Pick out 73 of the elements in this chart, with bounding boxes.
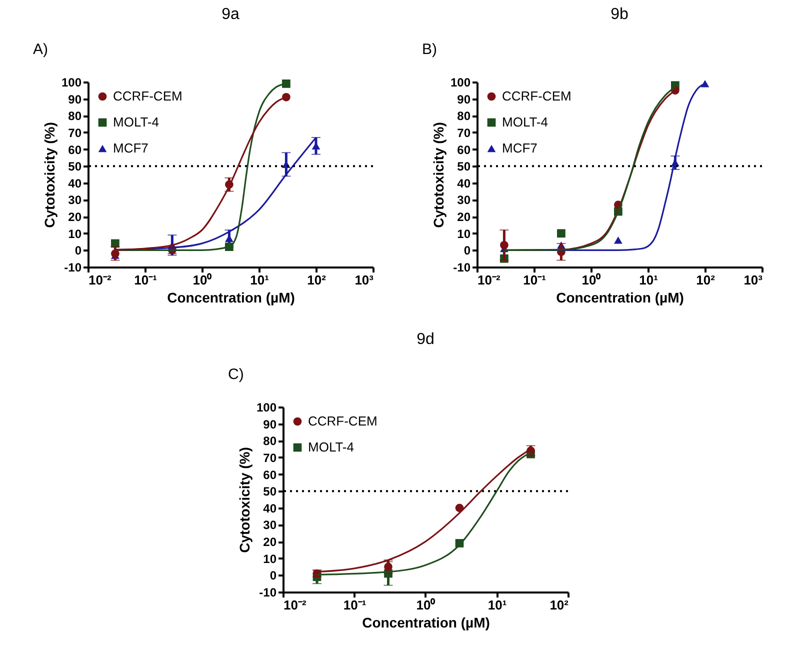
- y-tick-label: 10: [68, 226, 82, 241]
- y-tick-label: 100: [256, 400, 276, 414]
- y-tick-label: 30: [262, 518, 276, 532]
- x-axis-title: Concentration (µM): [362, 614, 490, 630]
- y-tick-label: 0: [464, 244, 471, 258]
- x-tick-label: 10⁰: [192, 272, 212, 288]
- y-axis-title: Cytotoxicity (%): [41, 122, 58, 228]
- y-tick-label: 10: [457, 226, 471, 241]
- x-tick-label: 10⁰: [416, 598, 436, 612]
- y-tick-label: 50: [262, 484, 276, 499]
- y-tick-label: 60: [262, 468, 276, 482]
- y-tick-label: 60: [68, 142, 82, 157]
- y-tick-label: 40: [262, 501, 276, 516]
- x-tick-label: 10⁻²: [283, 598, 306, 612]
- y-tick-label: 20: [68, 210, 82, 224]
- y-tick-label: 0: [269, 568, 276, 583]
- x-tick-label: 10²: [307, 272, 327, 288]
- x-tick-label: 10²: [549, 598, 569, 612]
- y-tick-label: 10: [262, 552, 276, 566]
- legend-label: CCRF-CEM: [308, 414, 377, 428]
- y-tick-label: 80: [457, 109, 471, 124]
- legend-label: MCF7: [113, 140, 148, 156]
- y-tick-label: 60: [457, 142, 471, 157]
- x-tick-label: 10³: [354, 272, 374, 288]
- x-tick-label: 10¹: [250, 272, 269, 288]
- x-tick-label: 10⁰: [582, 272, 602, 288]
- x-tick-label: 10²: [696, 272, 716, 288]
- y-axis-title: Cytotoxicity (%): [236, 447, 252, 553]
- x-tick-label: 10⁻²: [478, 272, 501, 288]
- legend-label: MOLT-4: [308, 440, 354, 454]
- y-tick-label: 70: [68, 126, 82, 140]
- y-tick-label: 80: [68, 109, 82, 124]
- chart-title: 9a: [222, 6, 240, 23]
- x-tick-label: 10¹: [639, 272, 658, 288]
- y-tick-label: 100: [450, 76, 471, 90]
- y-tick-label: 30: [457, 193, 471, 208]
- y-tick-label: 70: [262, 450, 276, 465]
- x-tick-label: 10¹: [487, 598, 506, 612]
- text: A): [33, 41, 48, 58]
- legend-label: MOLT-4: [113, 114, 159, 130]
- x-tick-label: 10⁻¹: [523, 272, 546, 288]
- y-tick-label: 50: [68, 160, 82, 174]
- chart-title: 9d: [416, 331, 434, 348]
- x-tick-label: 10⁻¹: [134, 272, 157, 288]
- x-tick-label: 10³: [744, 272, 764, 288]
- y-tick-label: 20: [457, 210, 471, 224]
- y-tick-label: 90: [457, 92, 471, 106]
- text: B): [422, 41, 438, 58]
- chart-title: 9b: [610, 6, 628, 23]
- text: C): [228, 366, 244, 383]
- y-tick-label: 50: [457, 160, 471, 174]
- y-tick-label: -10: [258, 586, 276, 600]
- y-tick-label: 30: [68, 193, 82, 208]
- x-axis-title: Concentration (µM): [556, 290, 684, 306]
- y-tick-label: 80: [262, 434, 276, 448]
- y-tick-label: 90: [68, 92, 82, 106]
- y-tick-label: 90: [262, 417, 276, 432]
- legend-label: MOLT-4: [502, 114, 548, 130]
- legend-label: MCF7: [502, 140, 538, 156]
- y-tick-label: 40: [457, 176, 471, 190]
- legend-label: CCRF-CEM: [113, 88, 182, 104]
- x-tick-label: 10⁻¹: [342, 598, 366, 612]
- x-axis-title: Concentration (µM): [167, 290, 295, 306]
- y-tick-label: 70: [457, 126, 471, 140]
- legend-label: CCRF-CEM: [502, 88, 572, 104]
- x-tick-label: 10⁻²: [88, 272, 112, 288]
- y-tick-label: -10: [64, 260, 82, 274]
- y-tick-label: 20: [262, 535, 276, 550]
- y-tick-label: 0: [74, 244, 82, 258]
- y-axis-title: Cytotoxicity (%): [430, 122, 446, 228]
- y-tick-label: 40: [68, 176, 82, 190]
- y-tick-label: -10: [453, 260, 471, 274]
- y-tick-label: 100: [61, 76, 82, 90]
